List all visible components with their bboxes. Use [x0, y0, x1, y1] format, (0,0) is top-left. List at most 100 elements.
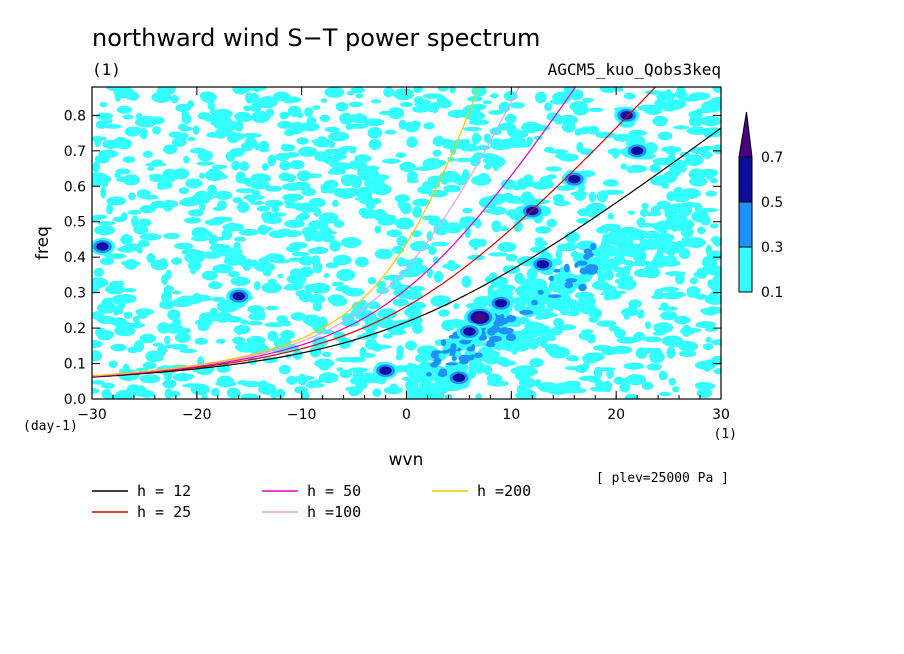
contour-patch: [92, 161, 100, 173]
contour-patch: [587, 107, 604, 112]
contour-patch: [136, 367, 149, 372]
contour-patch: [603, 179, 619, 187]
contour-patch: [666, 191, 677, 202]
contour-patch: [498, 226, 510, 232]
contour-patch: [396, 345, 404, 357]
contour-patch: [646, 363, 662, 371]
contour-patch: [623, 308, 631, 320]
contour-patch: [430, 295, 452, 307]
contour-fill-layer: [92, 87, 721, 399]
contour-patch: [232, 87, 248, 95]
contour-patch-mid: [576, 260, 588, 266]
contour-patch: [462, 126, 483, 132]
contour-patch: [624, 393, 638, 399]
contour-patch: [712, 87, 721, 93]
contour-patch: [700, 152, 713, 158]
y-unit-label: (day-1): [23, 419, 78, 434]
contour-patch: [437, 87, 449, 92]
contour-patch: [167, 309, 181, 321]
contour-patch: [553, 200, 571, 207]
contour-patch: [334, 148, 348, 155]
contour-patch: [254, 340, 266, 352]
contour-patch: [574, 130, 582, 136]
contour-patch: [264, 185, 283, 192]
colorbar-segment: [738, 246, 753, 293]
contour-patch: [487, 194, 507, 205]
contour-patch: [395, 152, 407, 158]
contour-patch: [226, 387, 241, 399]
contour-patch: [554, 300, 565, 311]
contour-patch: [109, 396, 131, 399]
contour-patch: [232, 197, 243, 204]
contour-patch: [217, 200, 227, 211]
y-tick-label: 0.3: [64, 286, 86, 302]
contour-patch: [235, 325, 243, 336]
contour-patch: [296, 170, 312, 182]
contour-patch: [625, 374, 646, 386]
contour-patch: [250, 173, 271, 182]
contour-patch: [235, 188, 256, 194]
contour-patch: [405, 309, 417, 314]
contour-patch: [191, 227, 210, 239]
contour-patch: [157, 185, 165, 190]
contour-patch: [586, 333, 596, 344]
contour-patch: [177, 123, 188, 131]
contour-patch: [630, 230, 647, 238]
contour-patch: [454, 157, 475, 163]
contour-patch: [168, 131, 183, 138]
contour-patch: [616, 336, 639, 344]
contour-patch: [216, 375, 234, 388]
contour-patch: [423, 122, 435, 130]
contour-patch: [281, 183, 304, 191]
contour-patch: [637, 217, 646, 228]
contour-patch: [558, 153, 579, 162]
contour-patch: [461, 275, 472, 288]
contour-patch: [455, 175, 468, 186]
contour-patch: [570, 388, 587, 394]
contour-patch: [115, 168, 131, 175]
contour-patch: [120, 212, 128, 221]
contour-patch: [355, 256, 369, 268]
contour-patch: [322, 351, 332, 357]
contour-patch-mid: [493, 319, 505, 327]
contour-patch: [297, 112, 304, 118]
contour-patch: [379, 110, 392, 116]
contour-patch-mid: [553, 268, 561, 273]
contour-patch: [483, 133, 491, 143]
contour-patch: [464, 226, 471, 239]
contour-patch: [253, 143, 261, 151]
contour-patch: [333, 220, 345, 228]
contour-patch: [262, 268, 272, 277]
colorbar-segment: [738, 156, 753, 203]
contour-patch: [503, 91, 518, 101]
contour-patch: [211, 387, 220, 397]
contour-patch: [678, 272, 685, 278]
contour-patch: [438, 309, 450, 317]
contour-patch: [537, 329, 556, 338]
contour-patch: [170, 94, 179, 104]
contour-patch: [109, 280, 122, 288]
contour-patch: [120, 260, 141, 266]
contour-patch: [505, 253, 518, 262]
contour-patch: [227, 247, 243, 257]
contour-patch: [233, 236, 247, 242]
contour-patch: [344, 187, 358, 195]
contour-patch: [620, 278, 637, 291]
contour-patch: [367, 277, 377, 285]
x-tick-label: −30: [77, 407, 107, 423]
contour-patch: [240, 319, 249, 325]
legend-label: h = 25: [137, 503, 191, 521]
contour-patch: [650, 358, 660, 363]
contour-patch: [693, 272, 700, 278]
contour-patch: [475, 393, 482, 399]
contour-patch: [574, 190, 586, 202]
contour-patch: [311, 255, 321, 266]
contour-patch: [148, 116, 165, 125]
contour-patch: [674, 91, 688, 99]
contour-patch: [566, 310, 580, 317]
contour-patch: [468, 238, 484, 248]
contour-patch: [238, 228, 259, 236]
contour-patch: [333, 256, 343, 262]
contour-patch: [414, 166, 434, 171]
contour-patch: [92, 136, 108, 142]
